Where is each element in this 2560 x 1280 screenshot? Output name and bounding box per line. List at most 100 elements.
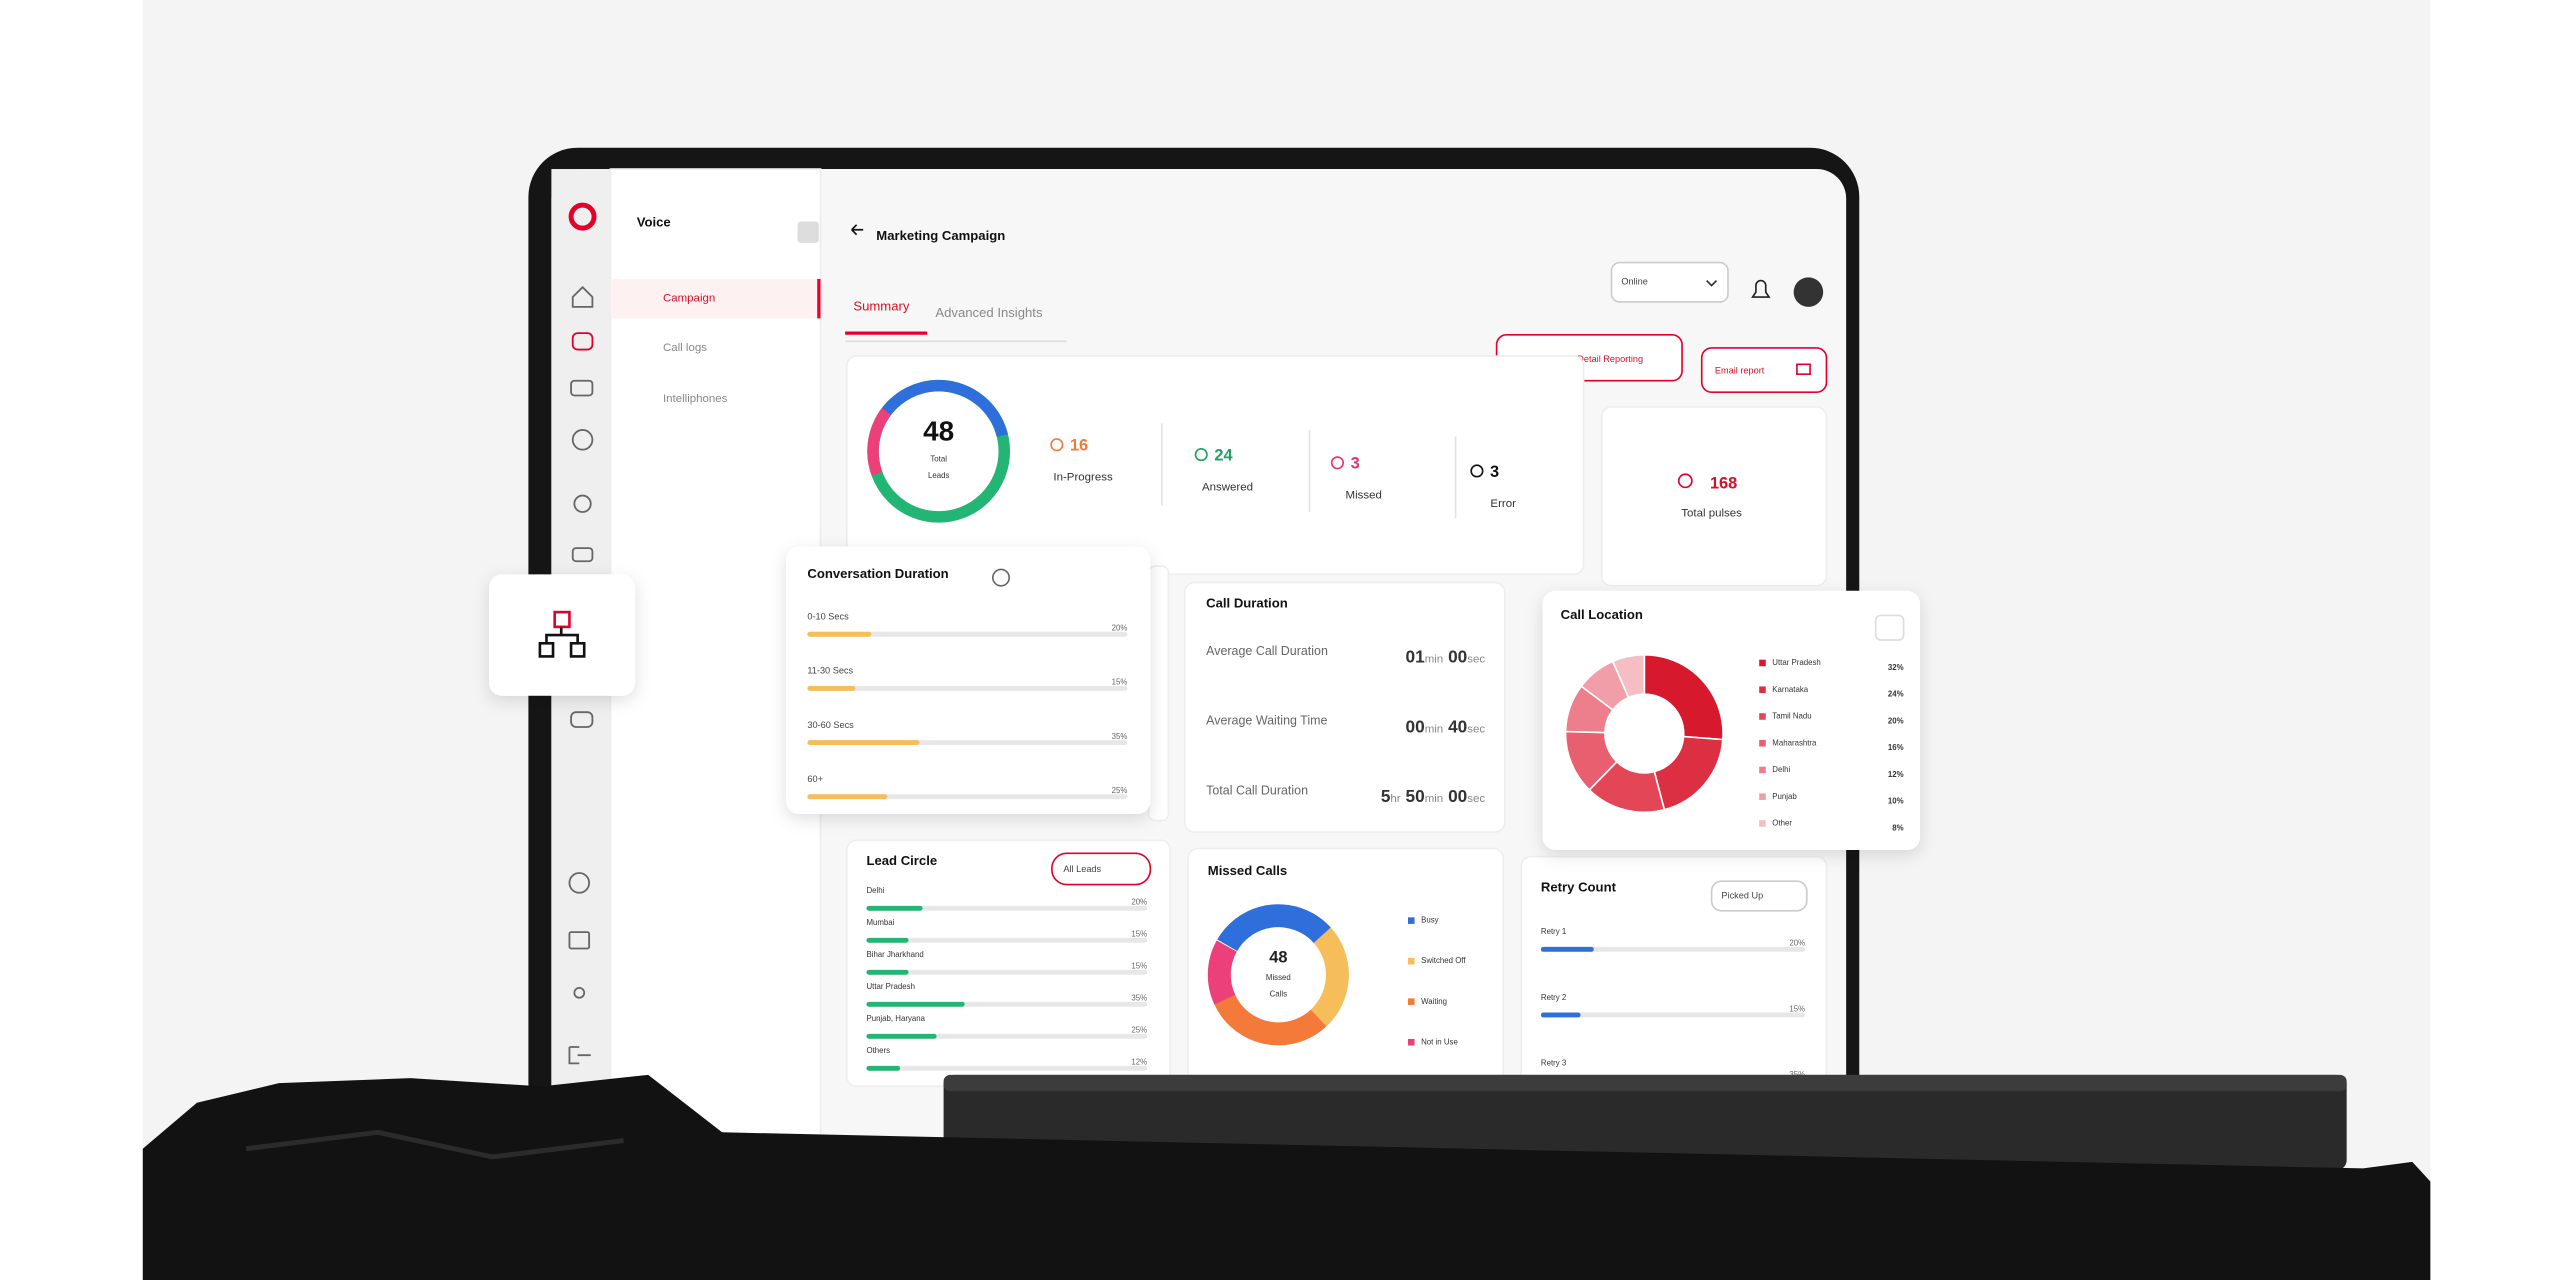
stat-icon bbox=[1470, 464, 1484, 478]
bar bbox=[807, 740, 920, 746]
row-label: 0-10 Secs bbox=[807, 611, 849, 621]
bar-track bbox=[866, 937, 1148, 943]
duration-unit: sec bbox=[1467, 654, 1485, 666]
bar bbox=[807, 685, 856, 691]
missed-total-label: Calls bbox=[1270, 990, 1288, 999]
bar-track bbox=[866, 969, 1148, 975]
bar-track bbox=[1540, 946, 1806, 952]
rock bbox=[142, 1074, 2431, 1280]
stat-icon bbox=[1330, 456, 1344, 470]
legend-swatch bbox=[1408, 917, 1415, 924]
logo bbox=[568, 202, 597, 231]
row-value: 35% bbox=[1131, 994, 1147, 1003]
legend-swatch bbox=[1759, 686, 1766, 694]
tab[interactable]: Summary bbox=[853, 298, 910, 313]
missed-total-label: Missed bbox=[1266, 973, 1291, 982]
nav-item[interactable]: Intelliphones bbox=[663, 393, 728, 405]
duration-number: 00 bbox=[1448, 786, 1467, 806]
home-icon bbox=[571, 285, 594, 308]
legend-label: Uttar Pradesh bbox=[1772, 658, 1821, 667]
leads-ring-pink bbox=[867, 379, 1011, 523]
row-value: 12% bbox=[1131, 1058, 1147, 1067]
help-icon bbox=[568, 872, 591, 894]
phone-icon bbox=[570, 711, 594, 728]
bell[interactable] bbox=[1751, 279, 1771, 298]
call-duration-card bbox=[1184, 581, 1506, 833]
chevron bbox=[1706, 280, 1718, 287]
row-label: Total Call Duration bbox=[1206, 783, 1308, 797]
back-arrow[interactable] bbox=[851, 224, 864, 236]
legend-swatch bbox=[1759, 659, 1766, 667]
email-button[interactable] bbox=[1700, 347, 1828, 394]
legend-swatch bbox=[1408, 1038, 1415, 1046]
nav-item[interactable]: Call logs bbox=[663, 342, 707, 354]
legend-label: Waiting bbox=[1421, 997, 1447, 1006]
info-icon[interactable] bbox=[992, 568, 1011, 587]
duration-unit: sec bbox=[1467, 793, 1485, 805]
mail-icon bbox=[1796, 363, 1811, 375]
leads-total-label: Leads bbox=[928, 471, 949, 480]
legend-value: 8% bbox=[1892, 823, 1903, 832]
row-value: 15% bbox=[1112, 678, 1128, 687]
tab[interactable]: Advanced Insights bbox=[935, 305, 1043, 320]
row-value: 25% bbox=[1112, 786, 1128, 795]
leads-total-label: Total bbox=[930, 455, 947, 464]
bar-track bbox=[807, 794, 1128, 800]
legend-swatch bbox=[1759, 793, 1766, 800]
row-label: Average Waiting Time bbox=[1206, 714, 1327, 728]
bar-track bbox=[866, 1065, 1148, 1071]
row-label: 30-60 Secs bbox=[807, 720, 854, 730]
bar bbox=[866, 1033, 937, 1039]
card-title: Call Location bbox=[1561, 607, 1643, 622]
pulse-icon bbox=[1677, 473, 1693, 489]
nav-item[interactable]: Campaign bbox=[663, 293, 715, 305]
row-label: Average Call Duration bbox=[1206, 644, 1328, 658]
stat-value: 16 bbox=[1070, 437, 1088, 455]
menu-button[interactable] bbox=[1874, 614, 1905, 641]
row-label: 11-30 Secs bbox=[807, 666, 853, 676]
row-value: 15% bbox=[1789, 1004, 1805, 1013]
legend-value: 32% bbox=[1888, 663, 1904, 672]
filter-dropdown[interactable] bbox=[1051, 852, 1152, 886]
row-value: 35% bbox=[1112, 732, 1128, 741]
pulses-card bbox=[1600, 406, 1828, 587]
stat-value: 3 bbox=[1351, 455, 1360, 473]
row-value: 25% bbox=[1131, 1026, 1147, 1035]
user-icon bbox=[573, 986, 586, 999]
legend-value: 12% bbox=[1888, 770, 1904, 779]
duration-unit: min bbox=[1425, 654, 1443, 666]
legend-swatch bbox=[1759, 766, 1766, 774]
duration-number: 01 bbox=[1406, 647, 1426, 667]
folder-icon bbox=[568, 931, 591, 950]
bar bbox=[866, 905, 923, 911]
row-label: Delhi bbox=[866, 886, 884, 895]
row-label: Others bbox=[866, 1046, 890, 1055]
card-title: Retry Count bbox=[1541, 879, 1617, 894]
donut-slice bbox=[1611, 653, 1646, 699]
bar-track bbox=[1540, 1012, 1806, 1018]
row-label: 60+ bbox=[807, 774, 823, 784]
plank-top bbox=[943, 1074, 2347, 1092]
bar bbox=[866, 1065, 901, 1071]
brand: Voice bbox=[637, 215, 671, 230]
collapse-button[interactable] bbox=[797, 221, 819, 243]
row-value: 15% bbox=[1131, 930, 1147, 939]
row-value: 15% bbox=[1131, 962, 1147, 971]
whatsapp-icon bbox=[571, 429, 594, 451]
filter-dropdown[interactable] bbox=[1710, 880, 1808, 912]
bar bbox=[1540, 946, 1594, 952]
support-icon bbox=[573, 494, 592, 513]
legend-label: Delhi bbox=[1772, 765, 1790, 774]
dashboard: Voice Campaign Call logs Intelliphones M… bbox=[489, 215, 1920, 1120]
bar bbox=[866, 1001, 965, 1007]
avatar[interactable] bbox=[1793, 277, 1824, 307]
dividers bbox=[1161, 423, 1457, 519]
button-label: Email report bbox=[1715, 365, 1765, 375]
status-dropdown[interactable] bbox=[1610, 261, 1729, 303]
row-label: Mumbai bbox=[866, 918, 894, 927]
card-title: Missed Calls bbox=[1208, 863, 1287, 878]
legend-swatch bbox=[1408, 957, 1415, 965]
